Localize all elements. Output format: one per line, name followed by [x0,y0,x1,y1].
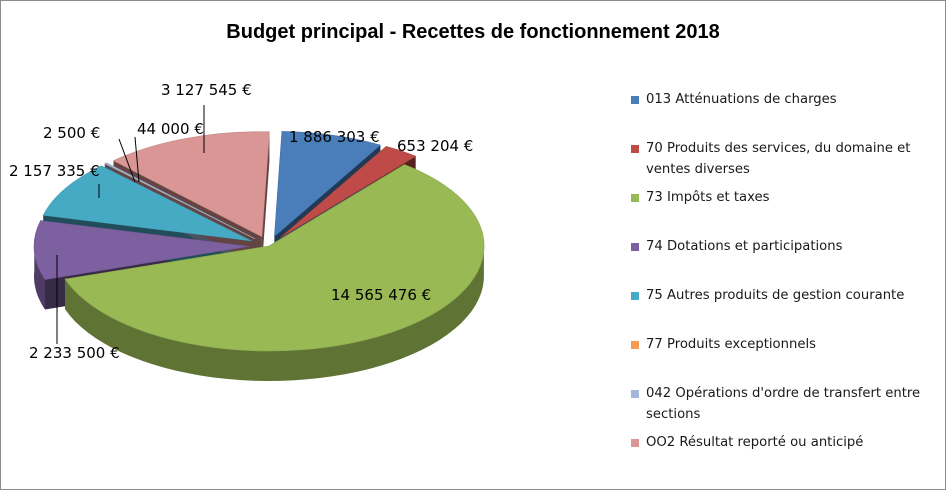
chart-title: Budget principal - Recettes de fonctionn… [226,21,720,43]
legend-label: 77 Produits exceptionnels [646,337,816,352]
legend-label: 013 Atténuations de charges [646,92,837,107]
pie-slice-4 [42,165,252,242]
data-label-5: 2 500 € [43,124,100,142]
data-label-3: 2 233 500 € [29,344,120,362]
data-label-4: 2 157 335 € [9,162,100,180]
legend-swatch [631,439,639,447]
legend-label: 74 Dotations et participations [646,239,843,254]
pie-slice-0 [274,131,382,238]
legend-swatch [631,292,639,300]
data-label-2: 14 565 476 € [331,286,431,304]
pie-slice-2 [64,164,485,352]
legend-label: 73 Impôts et taxes [646,190,770,205]
data-label-0: 1 886 303 € [289,128,380,146]
pie-wall-2 [65,243,484,381]
pie-slice-1 [280,146,417,238]
legend-label: 70 Produits des services, du domaine et … [646,141,911,177]
legend-label: 75 Autres produits de gestion courante [646,288,905,303]
pie-slice-7 [112,131,270,238]
legend-label: 042 Opérations d'ordre de transfert entr… [646,386,921,422]
leader-line-5 [118,138,136,183]
data-label-1: 653 204 € [397,137,473,155]
pie-face-7-1 [261,131,270,267]
pie-wall-3 [34,241,45,310]
legend-label: OO2 Résultat reporté ou anticipé [646,435,864,450]
legend-swatch [631,341,639,349]
pie-slice-6 [104,162,256,240]
data-label-6: 44 000 € [137,120,204,138]
legend-swatch [631,243,639,251]
leader-line-6 [134,136,140,183]
data-label-7: 3 127 545 € [161,81,252,99]
legend-swatch [631,390,639,398]
legend-swatch [631,194,639,202]
legend-swatch [631,145,639,153]
pie-slice-3 [33,220,250,280]
legend-swatch [631,96,639,104]
